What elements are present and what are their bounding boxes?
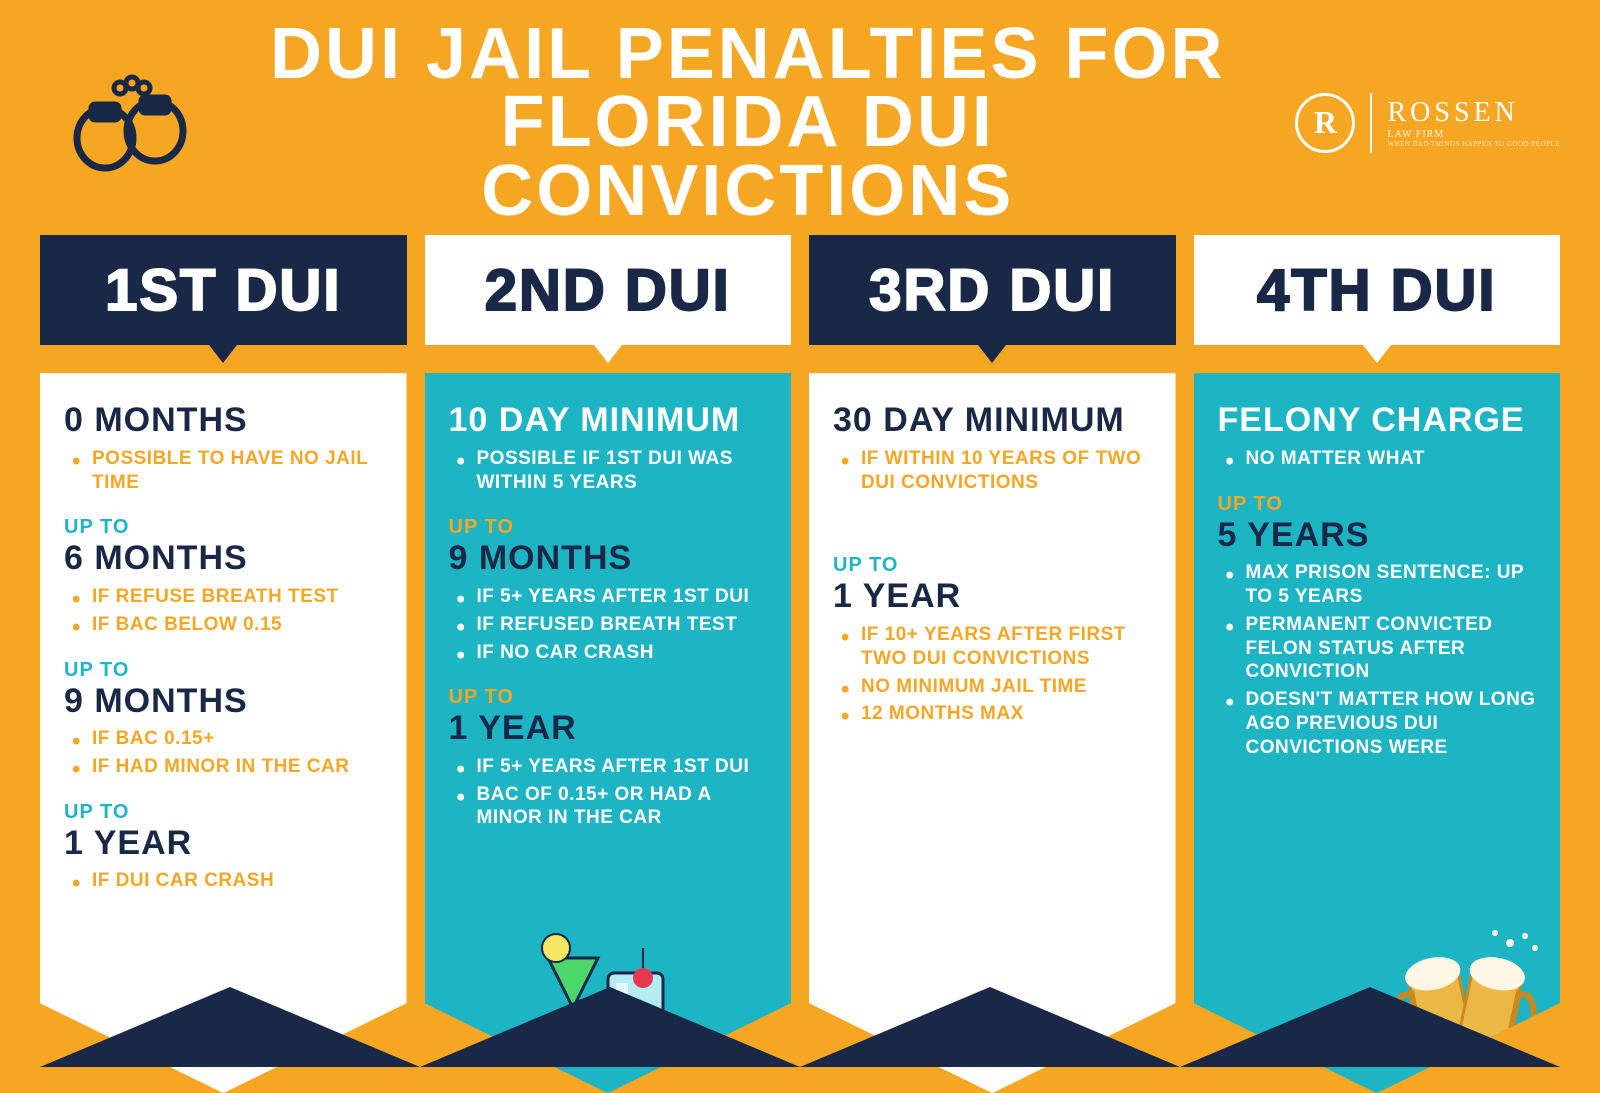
- heading: 5 YEARS: [1218, 518, 1537, 554]
- logo-tag: WHEN BAD THINGS HAPPEN TO GOOD PEOPLE: [1387, 140, 1560, 148]
- bullet: MAX PRISON SENTENCE: UP TO 5 YEARS: [1246, 561, 1537, 609]
- prefix: UP TO: [1218, 493, 1537, 516]
- bullet: IF WITHIN 10 YEARS OF TWO DUI CONVICTION…: [861, 447, 1152, 495]
- heading: 9 MONTHS: [449, 541, 768, 577]
- heading: 1 YEAR: [833, 579, 1152, 615]
- bullet: DOESN'T MATTER HOW LONG AGO PREVIOUS DUI…: [1246, 688, 1537, 759]
- heading: 1 YEAR: [64, 826, 383, 862]
- bullet: 12 MONTHS MAX: [861, 702, 1152, 726]
- prefix: UP TO: [64, 659, 383, 682]
- tab-3rd-dui: 3RD DUI: [809, 235, 1176, 345]
- body-4th-dui: FELONY CHARGE NO MATTER WHAT UP TO 5 YEA…: [1194, 373, 1561, 1093]
- logo-divider: [1370, 93, 1372, 153]
- heading: 10 DAY MINIMUM: [449, 403, 768, 439]
- bullet: IF REFUSED BREATH TEST: [477, 613, 768, 637]
- body-3rd-dui: 30 DAY MINIMUM IF WITHIN 10 YEARS OF TWO…: [809, 373, 1176, 1093]
- title-line-1: DUI JAIL PENALTIES FOR: [230, 20, 1265, 88]
- heading: FELONY CHARGE: [1218, 403, 1537, 439]
- bullet: NO MATTER WHAT: [1246, 447, 1537, 471]
- bullet: IF BAC BELOW 0.15: [92, 613, 383, 637]
- bullet: PERMANENT CONVICTED FELON STATUS AFTER C…: [1246, 613, 1537, 684]
- tab-2nd-dui: 2ND DUI: [425, 235, 792, 345]
- title-line-2: FLORIDA DUI CONVICTIONS: [230, 88, 1265, 225]
- prefix: UP TO: [64, 801, 383, 824]
- prefix: UP TO: [449, 516, 768, 539]
- body-2nd-dui: 10 DAY MINIMUM POSSIBLE IF 1ST DUI WAS W…: [425, 373, 792, 1093]
- prefix: UP TO: [64, 516, 383, 539]
- column-3rd-dui: 3RD DUI 30 DAY MINIMUM IF WITHIN 10 YEAR…: [809, 235, 1176, 1093]
- handcuffs-icon: [60, 63, 200, 183]
- tab-1st-dui: 1ST DUI: [40, 235, 407, 345]
- column-4th-dui: 4TH DUI FELONY CHARGE NO MATTER WHAT UP …: [1194, 235, 1561, 1093]
- prefix: UP TO: [833, 554, 1152, 577]
- brand-logo: R ROSSEN LAW FIRM WHEN BAD THINGS HAPPEN…: [1295, 93, 1560, 153]
- logo-r-icon: R: [1295, 93, 1355, 153]
- body-1st-dui: 0 MONTHS POSSIBLE TO HAVE NO JAIL TIME U…: [40, 373, 407, 1093]
- page-title: DUI JAIL PENALTIES FOR FLORIDA DUI CONVI…: [230, 20, 1265, 225]
- bullet: POSSIBLE TO HAVE NO JAIL TIME: [92, 447, 383, 495]
- heading: 0 MONTHS: [64, 403, 383, 439]
- bullet: IF HAD MINOR IN THE CAR: [92, 755, 383, 779]
- bullet: BAC OF 0.15+ OR HAD A MINOR IN THE CAR: [477, 783, 768, 831]
- bullet: IF DUI CAR CRASH: [92, 869, 383, 893]
- tab-4th-dui: 4TH DUI: [1194, 235, 1561, 345]
- columns-container: 1ST DUI 0 MONTHS POSSIBLE TO HAVE NO JAI…: [0, 235, 1600, 1093]
- prefix: UP TO: [449, 686, 768, 709]
- column-1st-dui: 1ST DUI 0 MONTHS POSSIBLE TO HAVE NO JAI…: [40, 235, 407, 1093]
- heading: 1 YEAR: [449, 711, 768, 747]
- bullet: IF 5+ YEARS AFTER 1ST DUI: [477, 585, 768, 609]
- heading: 6 MONTHS: [64, 541, 383, 577]
- bullet: IF NO CAR CRASH: [477, 641, 768, 665]
- heading: 30 DAY MINIMUM: [833, 403, 1152, 439]
- column-2nd-dui: 2ND DUI 10 DAY MINIMUM POSSIBLE IF 1ST D…: [425, 235, 792, 1093]
- heading: 9 MONTHS: [64, 684, 383, 720]
- bullet: POSSIBLE IF 1ST DUI WAS WITHIN 5 YEARS: [477, 447, 768, 495]
- bullet: IF 10+ YEARS AFTER FIRST TWO DUI CONVICT…: [861, 623, 1152, 671]
- bullet: NO MINIMUM JAIL TIME: [861, 675, 1152, 699]
- bullet: IF 5+ YEARS AFTER 1ST DUI: [477, 755, 768, 779]
- logo-sub: LAW FIRM: [1387, 129, 1560, 140]
- bullet: IF BAC 0.15+: [92, 727, 383, 751]
- logo-name: ROSSEN: [1387, 97, 1560, 129]
- bullet: IF REFUSE BREATH TEST: [92, 585, 383, 609]
